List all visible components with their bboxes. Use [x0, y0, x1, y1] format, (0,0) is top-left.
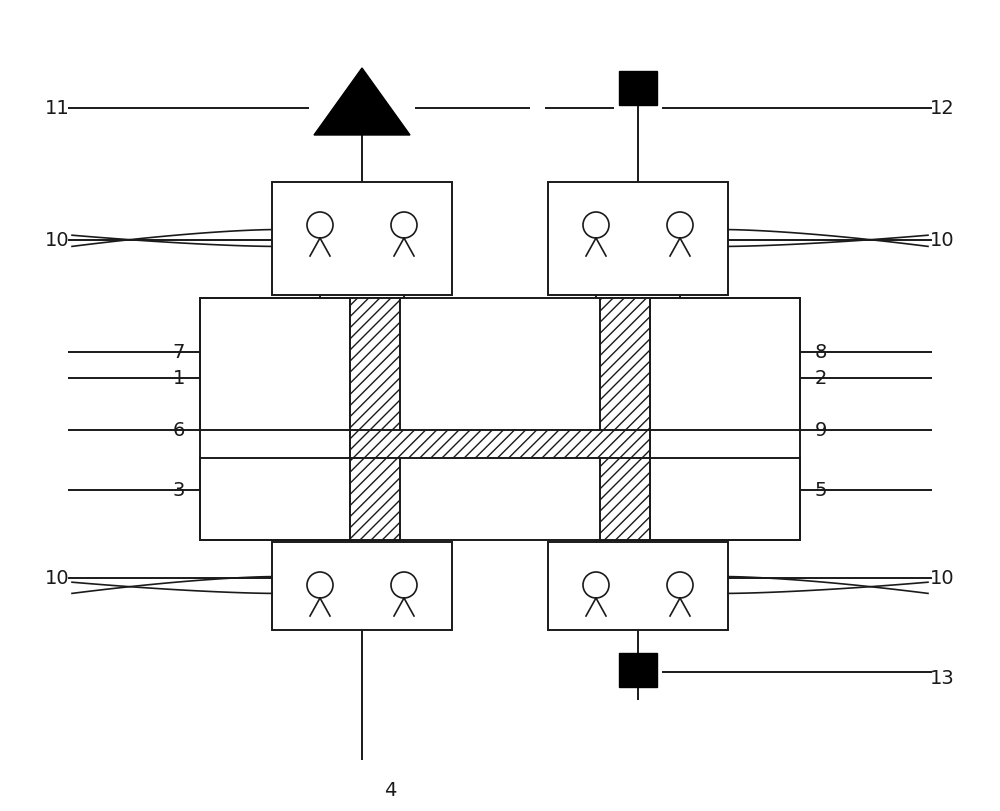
Bar — [350, 430, 650, 458]
Text: 6: 6 — [173, 420, 185, 440]
Text: 2: 2 — [815, 368, 827, 388]
Text: 10: 10 — [930, 569, 955, 587]
Text: 5: 5 — [815, 480, 828, 500]
Text: 3: 3 — [173, 480, 185, 500]
Bar — [272, 542, 452, 630]
Text: 13: 13 — [930, 668, 955, 688]
Bar — [619, 653, 657, 687]
Text: 12: 12 — [930, 98, 955, 118]
Text: 7: 7 — [173, 342, 185, 362]
Bar — [548, 182, 728, 295]
Bar — [600, 298, 650, 540]
Bar — [650, 458, 800, 540]
Bar — [200, 458, 350, 540]
Text: 9: 9 — [815, 420, 827, 440]
Bar — [200, 298, 800, 540]
Bar — [200, 298, 350, 430]
Bar — [650, 298, 800, 430]
Text: 1: 1 — [173, 368, 185, 388]
Bar — [548, 542, 728, 630]
Bar — [350, 298, 400, 540]
Text: 4: 4 — [384, 780, 396, 800]
Bar — [272, 182, 452, 295]
Text: 11: 11 — [45, 98, 70, 118]
Text: 10: 10 — [930, 230, 955, 250]
Text: 10: 10 — [45, 569, 70, 587]
Text: 8: 8 — [815, 342, 827, 362]
Text: 10: 10 — [45, 230, 70, 250]
Bar — [619, 71, 657, 105]
Polygon shape — [314, 68, 410, 135]
